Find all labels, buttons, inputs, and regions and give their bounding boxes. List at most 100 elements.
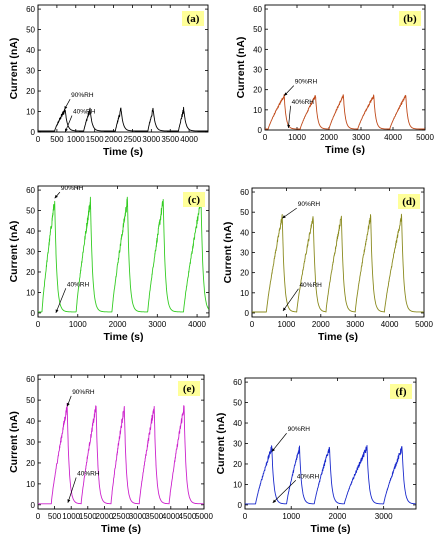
y-tick-label: 30 <box>253 66 262 75</box>
panel-label: (a) <box>187 13 200 25</box>
panel-label-box <box>182 11 204 26</box>
annotation-label: 90%RH <box>61 185 84 192</box>
panel-label: (c) <box>188 194 201 206</box>
series-line <box>251 213 425 313</box>
y-axis-label: Current (nA) <box>8 221 20 283</box>
plot-frame <box>244 377 417 510</box>
x-tick-label: 4000 <box>188 320 206 329</box>
x-tick-label: 5000 <box>415 320 433 329</box>
x-tick-label: 3500 <box>161 135 179 144</box>
x-axis-label: Time (s) <box>310 523 350 535</box>
y-tick-label: 30 <box>26 438 35 447</box>
y-tick-label: 20 <box>240 269 249 278</box>
annotation-arrowhead <box>271 448 275 452</box>
annotation-label: 40%RH <box>77 471 100 478</box>
y-tick-label: 0 <box>31 501 36 510</box>
panel-e: 0 10 20 30 40 50 60 0 500 10001500200025003000350… <box>8 374 213 535</box>
y-tick-label: 10 <box>253 106 262 115</box>
panel-label: (b) <box>403 13 417 25</box>
plot-frame <box>37 4 209 133</box>
y-tick-label: 20 <box>26 87 35 96</box>
x-tick-label: 1500 <box>79 512 97 521</box>
annotation-label: 90%RH <box>288 426 311 433</box>
panel-d: 0 10 20 30 40 50 60 0 1000 2000 3000 4000 5000 Time (… <box>222 187 433 343</box>
x-tick-label: 4500 <box>179 512 197 521</box>
y-tick-label: 20 <box>26 459 35 468</box>
x-tick-label: 3000 <box>375 512 393 521</box>
x-tick-label: 500 <box>50 135 64 144</box>
y-tick-label: 60 <box>240 188 249 197</box>
annotation-arrowhead <box>64 128 68 132</box>
plot-frame <box>37 185 210 318</box>
panel-label-box <box>183 192 205 207</box>
x-tick-label: 0 <box>263 133 268 142</box>
annotation-arrow <box>55 288 67 314</box>
annotation-label: 40%RH <box>297 473 320 480</box>
annotation-label: 90%RH <box>71 92 94 99</box>
annotation-label: 40%RH <box>292 99 315 106</box>
x-tick-label: 4000 <box>384 133 402 142</box>
x-tick-label: 1000 <box>282 512 300 521</box>
panel-a: 0 10 20 30 40 50 60 0 500 1000 1500 2000 2500 3000 350… <box>8 4 209 158</box>
y-tick-label: 60 <box>26 186 35 195</box>
series-line <box>264 93 426 130</box>
annotation-label: 40%RH <box>67 281 90 288</box>
panel-label: (f) <box>396 386 407 398</box>
y-tick-label: 50 <box>240 208 249 217</box>
annotation-label: 90%RH <box>72 389 95 396</box>
y-tick-label: 0 <box>31 128 36 137</box>
y-tick-label: 40 <box>26 417 35 426</box>
x-tick-label: 3500 <box>145 512 163 521</box>
y-tick-label: 0 <box>258 126 263 135</box>
x-tick-label: 5000 <box>416 133 434 142</box>
y-tick-label: 60 <box>26 375 35 384</box>
y-tick-label: 60 <box>233 378 242 387</box>
panel-label-box <box>390 384 412 399</box>
x-tick-label: 3000 <box>352 133 370 142</box>
y-tick-label: 30 <box>240 249 249 258</box>
y-tick-label: 50 <box>253 25 262 34</box>
annotation-label: 90%RH <box>298 201 321 208</box>
annotation-arrow <box>271 432 287 452</box>
y-axis-label: Current (nA) <box>8 38 20 100</box>
y-tick-label: 30 <box>233 440 242 449</box>
x-tick-label: 1000 <box>288 133 306 142</box>
x-tick-label: 500 <box>48 512 62 521</box>
annotation-label: 90%RH <box>295 79 318 86</box>
annotation-arrow <box>288 105 291 129</box>
annotation-arrow <box>282 288 299 312</box>
annotation-arrowhead <box>67 499 71 503</box>
annotation-arrowhead <box>272 499 277 503</box>
x-tick-label: 1000 <box>67 135 85 144</box>
y-tick-label: 10 <box>233 480 242 489</box>
x-tick-label: 0 <box>243 512 248 521</box>
x-tick-label: 2500 <box>124 135 142 144</box>
panel-f: 0 10 20 30 40 50 60 0 1000 2000 3000 Time (s) Curren… <box>215 377 417 535</box>
x-tick-label: 1000 <box>69 320 87 329</box>
y-tick-label: 0 <box>31 309 36 318</box>
x-tick-label: 2000 <box>109 320 127 329</box>
x-tick-label: 3000 <box>142 135 160 144</box>
annotation-arrowhead <box>284 92 288 96</box>
annotation-arrow <box>67 477 77 503</box>
y-tick-label: 40 <box>26 46 35 55</box>
annotation-arrowhead <box>282 215 286 219</box>
y-tick-label: 30 <box>26 67 35 76</box>
panel-label-box <box>398 194 420 209</box>
x-tick-label: 4000 <box>381 320 399 329</box>
x-tick-label: 2500 <box>112 512 130 521</box>
y-tick-label: 40 <box>233 419 242 428</box>
y-axis-label: Current (nA) <box>215 413 227 475</box>
x-tick-label: 2000 <box>320 133 338 142</box>
x-tick-label: 4000 <box>180 135 198 144</box>
annotation-label: 40%RH <box>73 109 96 116</box>
x-axis-label: Time (s) <box>101 523 141 535</box>
plot-frame <box>37 374 205 510</box>
y-tick-label: 60 <box>26 5 35 14</box>
annotation-arrowhead <box>287 124 291 128</box>
x-tick-label: 0 <box>36 320 41 329</box>
x-tick-label: 2000 <box>96 512 114 521</box>
series-line <box>37 195 210 313</box>
x-tick-label: 3000 <box>148 320 166 329</box>
y-tick-label: 20 <box>253 86 262 95</box>
